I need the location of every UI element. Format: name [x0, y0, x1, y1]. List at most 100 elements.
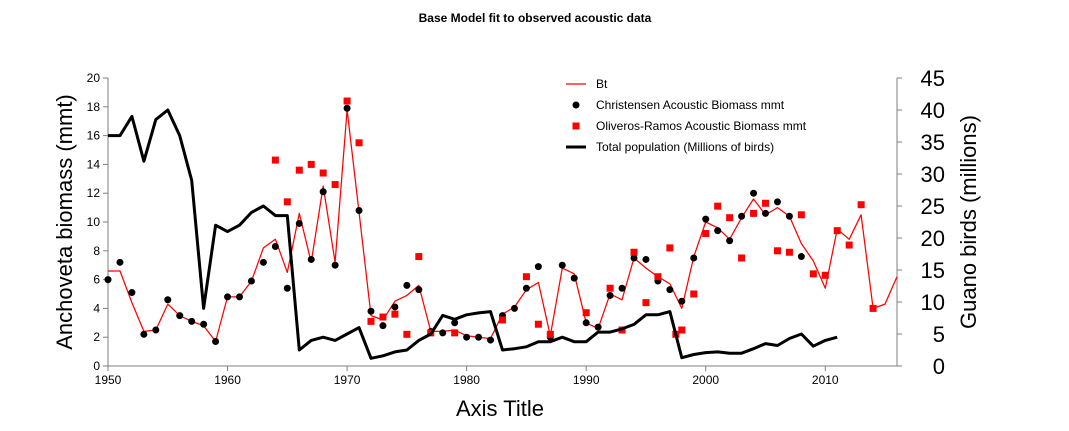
- legend-item: Total population (Millions of birds): [566, 140, 774, 154]
- data-point: [439, 329, 447, 337]
- data-point: [152, 326, 160, 334]
- data-point: [821, 271, 829, 279]
- data-point: [546, 330, 554, 338]
- data-point: [176, 312, 184, 320]
- data-point: [475, 333, 483, 341]
- data-point: [355, 139, 363, 147]
- data-point: [678, 297, 686, 305]
- data-point: [140, 330, 148, 338]
- data-point: [522, 284, 530, 292]
- series-2: [271, 97, 877, 338]
- data-point: [654, 273, 662, 281]
- data-point: [128, 289, 136, 297]
- x-tick-label: 2000: [692, 373, 719, 387]
- data-point: [415, 286, 423, 294]
- data-point: [367, 307, 375, 315]
- data-point: [702, 215, 710, 223]
- data-point: [104, 276, 112, 284]
- data-point: [451, 319, 459, 327]
- data-point: [307, 160, 315, 168]
- data-point: [666, 286, 674, 294]
- data-point: [271, 242, 279, 250]
- data-point: [690, 254, 698, 262]
- y-right-tick-label: 15: [921, 258, 945, 283]
- data-point: [606, 291, 614, 299]
- legend-label: Total population (Millions of birds): [596, 140, 774, 154]
- y-left-tick-label: 10: [87, 215, 101, 229]
- data-point: [714, 227, 722, 235]
- series-3: [108, 108, 838, 360]
- data-point: [451, 329, 459, 337]
- data-point: [212, 338, 220, 346]
- data-point: [319, 169, 327, 177]
- data-point: [403, 281, 411, 289]
- data-point: [558, 261, 566, 269]
- x-tick-label: 1970: [334, 373, 361, 387]
- x-axis-title: Axis Title: [456, 396, 544, 421]
- data-point: [726, 214, 734, 222]
- y-right-axis-ticks: 0 5 10 15 20 25 30 35 40 45: [897, 66, 945, 379]
- y-left-tick-label: 8: [93, 244, 100, 258]
- data-point: [379, 322, 387, 330]
- chart-title: Base Model fit to observed acoustic data: [419, 11, 652, 25]
- data-point: [666, 244, 674, 252]
- data-point: [247, 277, 255, 285]
- data-point: [499, 316, 506, 324]
- legend: Bt Christensen Acoustic Biomass mmt Oliver…: [566, 77, 807, 154]
- legend-swatch: [572, 122, 580, 130]
- series-0: [108, 109, 898, 343]
- data-point: [534, 263, 542, 271]
- data-point: [797, 253, 805, 261]
- legend-swatch: [572, 101, 580, 109]
- y-right-tick-label: 0: [933, 354, 945, 379]
- data-point: [331, 261, 339, 269]
- x-tick-label: 1960: [214, 373, 241, 387]
- data-point: [857, 201, 865, 209]
- data-point: [403, 330, 411, 338]
- y-right-tick-label: 45: [921, 66, 945, 91]
- data-point: [391, 303, 399, 311]
- legend-item: Bt: [566, 77, 608, 91]
- data-point: [630, 254, 638, 262]
- data-point: [116, 258, 124, 266]
- legend-label: Bt: [596, 77, 608, 91]
- data-point: [642, 255, 650, 263]
- data-point: [582, 309, 590, 317]
- series-1: [104, 104, 805, 346]
- data-point: [714, 202, 722, 210]
- data-point: [738, 254, 746, 262]
- x-tick-label: 1990: [573, 373, 600, 387]
- y-left-axis-ticks: 0 2 4 6 8 10 12 14 16 18 20: [87, 71, 108, 373]
- data-point: [200, 320, 208, 328]
- data-point: [367, 317, 375, 325]
- y-right-tick-label: 40: [921, 98, 945, 123]
- y-right-tick-label: 20: [921, 226, 945, 251]
- data-point: [271, 156, 279, 164]
- legend-item: Oliveros-Ramos Acoustic Biomass mmt: [572, 119, 807, 133]
- data-point: [738, 212, 746, 220]
- data-point: [355, 206, 363, 214]
- x-tick-label: 1950: [95, 373, 122, 387]
- data-point: [750, 189, 758, 197]
- data-point: [582, 319, 590, 327]
- y-left-tick-label: 20: [87, 71, 101, 85]
- data-point: [415, 253, 423, 261]
- y-left-tick-label: 18: [87, 100, 101, 114]
- data-point: [869, 304, 877, 312]
- data-point: [319, 188, 327, 196]
- legend-label: Christensen Acoustic Biomass mmt: [596, 98, 785, 112]
- data-point: [845, 241, 853, 249]
- y-right-tick-label: 35: [921, 130, 945, 155]
- y-left-tick-label: 2: [93, 330, 100, 344]
- data-point: [678, 326, 686, 334]
- y-left-axis-title: Anchoveta biomass (mmt): [52, 94, 77, 350]
- data-point: [510, 304, 518, 312]
- data-point: [726, 237, 734, 245]
- data-point: [283, 284, 291, 292]
- series-layer: [104, 97, 898, 360]
- y-left-tick-label: 12: [87, 186, 101, 200]
- data-point: [797, 211, 805, 219]
- series-line: [108, 109, 898, 343]
- y-right-tick-label: 10: [921, 290, 945, 315]
